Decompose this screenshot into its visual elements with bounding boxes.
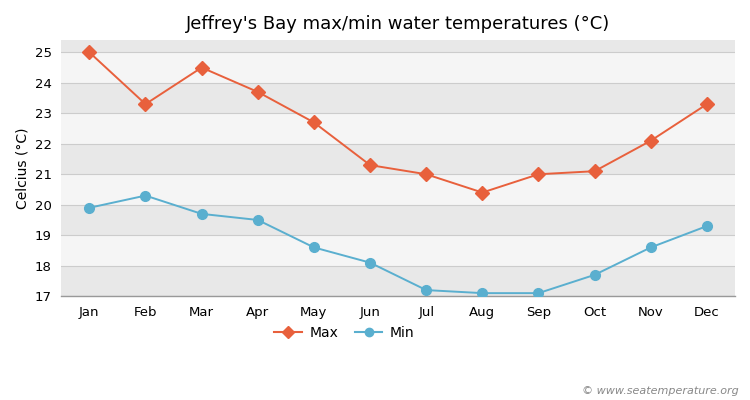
Bar (62, 144, 735, 174)
Min (703, 224, 712, 228)
Legend: Max, Min: Max, Min (269, 320, 419, 346)
Max (534, 172, 543, 177)
Bar (62, 266, 735, 296)
Max (478, 190, 487, 195)
Min (85, 205, 94, 210)
Min (646, 245, 656, 250)
Title: Jeffrey's Bay max/min water temperatures (°C): Jeffrey's Bay max/min water temperatures… (186, 15, 610, 33)
Max (646, 138, 656, 143)
Min (534, 291, 543, 296)
Min (478, 291, 487, 296)
Min (197, 212, 206, 216)
Max (422, 172, 430, 177)
Max (703, 102, 712, 106)
Line: Min: Min (85, 191, 712, 298)
Min (310, 245, 319, 250)
Line: Max: Max (85, 48, 712, 197)
Max (310, 120, 319, 125)
Min (365, 260, 374, 265)
Min (422, 288, 430, 292)
Bar (62, 83, 735, 113)
Bar (62, 40, 735, 52)
Max (197, 65, 206, 70)
Bar (62, 52, 735, 83)
Bar (62, 205, 735, 235)
Min (590, 272, 599, 277)
Bar (62, 174, 735, 205)
Bar (62, 113, 735, 144)
Min (141, 193, 150, 198)
Max (590, 169, 599, 174)
Y-axis label: Celcius (°C): Celcius (°C) (15, 127, 29, 209)
Text: © www.seatemperature.org: © www.seatemperature.org (582, 386, 739, 396)
Max (365, 163, 374, 168)
Max (254, 90, 262, 94)
Max (85, 50, 94, 55)
Bar (62, 235, 735, 266)
Max (141, 102, 150, 106)
Min (254, 218, 262, 222)
